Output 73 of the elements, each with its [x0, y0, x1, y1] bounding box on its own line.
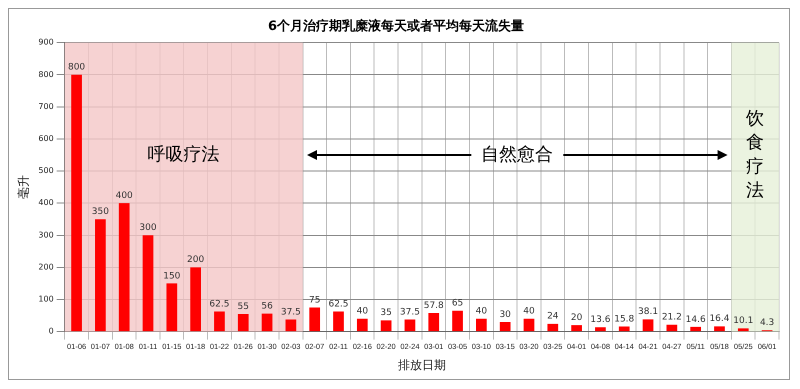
- bar: [714, 326, 725, 332]
- y-axis-title: 毫升: [16, 175, 30, 200]
- y-tick-label: 600: [38, 134, 54, 144]
- bar: [166, 283, 178, 332]
- bar: [309, 308, 320, 332]
- bar: [428, 313, 440, 332]
- data-label: 56: [261, 301, 274, 312]
- data-label: 40: [476, 306, 488, 317]
- y-tick-label: 500: [38, 166, 54, 176]
- bar: [500, 322, 511, 332]
- data-label: 65: [452, 298, 464, 309]
- data-label: 24: [547, 312, 559, 322]
- bar: [214, 312, 225, 332]
- bar: [286, 320, 296, 332]
- bar: [404, 320, 416, 332]
- data-label: 20: [570, 313, 583, 324]
- bar: [452, 310, 463, 332]
- bar: [690, 326, 702, 332]
- data-label: 16.4: [709, 314, 730, 324]
- data-label: 13.6: [590, 315, 611, 326]
- data-label: 14.6: [686, 314, 706, 325]
- data-label: 30: [499, 310, 512, 320]
- bar: [547, 324, 558, 332]
- bar: [380, 320, 392, 332]
- bar: [666, 324, 678, 332]
- data-label: 4.3: [760, 318, 774, 328]
- bar: [95, 219, 106, 332]
- band-label: 饮食疗法: [745, 108, 764, 201]
- data-label: 200: [187, 255, 204, 266]
- data-label: 57.8: [424, 300, 444, 311]
- data-label: 150: [163, 271, 181, 282]
- chart-title: 6个月治疗期乳糜液每天或者平均每天流失量: [268, 18, 524, 34]
- data-label: 62.5: [209, 299, 230, 310]
- data-label: 15.8: [614, 314, 635, 324]
- y-tick-label: 200: [38, 262, 54, 272]
- y-tick-label: 800: [38, 70, 54, 79]
- data-label: 35: [380, 308, 392, 318]
- bar: [118, 203, 130, 332]
- bar: [238, 314, 249, 332]
- data-label: 40: [356, 306, 368, 317]
- y-tick-label: 700: [38, 102, 54, 111]
- y-tick-label: 300: [38, 230, 54, 240]
- annotation: 自然愈合: [481, 144, 554, 165]
- band-label: 呼吸疗法: [148, 144, 220, 165]
- bar: [618, 326, 630, 332]
- data-label: 37.5: [280, 307, 301, 318]
- data-label: 62.5: [328, 299, 349, 310]
- bar: [476, 318, 487, 332]
- bar: [356, 318, 368, 332]
- bar: [595, 327, 606, 332]
- bar: [142, 235, 154, 332]
- data-label: 40: [523, 306, 535, 317]
- data-label: 350: [92, 207, 110, 218]
- bar: [333, 312, 344, 332]
- data-label: 300: [139, 223, 157, 234]
- bar: [71, 74, 82, 332]
- y-tick-label: 900: [38, 38, 54, 47]
- data-label: 800: [68, 62, 86, 73]
- data-label: 21.2: [662, 312, 682, 323]
- data-label: 55: [238, 302, 249, 312]
- bar: [571, 325, 582, 332]
- data-label: 10.1: [733, 316, 754, 326]
- data-label: 400: [116, 191, 134, 201]
- y-tick-label: 100: [38, 294, 54, 304]
- data-label: 37.5: [400, 307, 420, 318]
- bar: [642, 319, 654, 332]
- x-axis-title: 排放日期: [398, 358, 446, 372]
- data-label: 38.1: [638, 307, 658, 318]
- bar: [524, 318, 534, 332]
- y-tick-label: 400: [38, 198, 54, 208]
- bar: [262, 314, 272, 332]
- y-tick-label: 0: [48, 326, 54, 336]
- bar: [190, 267, 201, 332]
